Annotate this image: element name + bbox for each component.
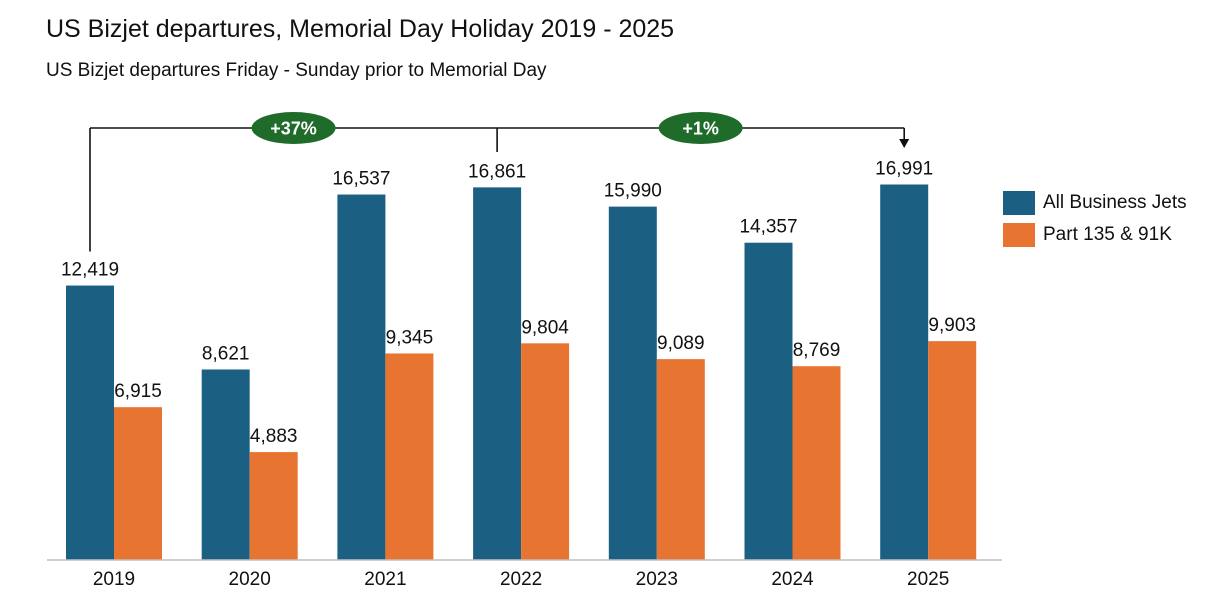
data-label: 14,357 bbox=[739, 217, 797, 238]
bar-all-business-jets-2019 bbox=[66, 285, 114, 560]
bar-part-135-91k-2024 bbox=[792, 366, 841, 560]
bar-all-business-jets-2020 bbox=[201, 369, 250, 560]
bar-all-business-jets-2025 bbox=[880, 184, 929, 560]
data-label: 8,621 bbox=[202, 343, 250, 364]
x-tick-label: 2025 bbox=[907, 569, 949, 590]
data-label: 9,345 bbox=[386, 327, 434, 348]
bar-all-business-jets-2023 bbox=[608, 206, 657, 560]
bar-part-135-91k-2020 bbox=[249, 452, 298, 560]
bar-part-135-91k-2019 bbox=[114, 407, 162, 560]
x-tick-label: 2020 bbox=[229, 569, 271, 590]
arrow-head-icon bbox=[899, 139, 910, 148]
bar-part-135-91k-2023 bbox=[656, 359, 705, 560]
bar-all-business-jets-2022 bbox=[473, 187, 522, 561]
legend-item-part-135-91k: Part 135 & 91K bbox=[1003, 222, 1187, 248]
data-label: 16,861 bbox=[468, 161, 526, 182]
data-label: 16,537 bbox=[332, 169, 390, 190]
bars-layer: 12,419 6,915 2019 8,621 4,883 2020 16,537 9,345… bbox=[61, 158, 977, 590]
legend-label: Part 135 & 91K bbox=[1043, 224, 1172, 245]
legend-item-all-business-jets: All Business Jets bbox=[1003, 190, 1187, 216]
legend-swatch-part-135-91k bbox=[1003, 223, 1035, 247]
annotations-layer: +37% +1% bbox=[89, 112, 910, 252]
bar-part-135-91k-2021 bbox=[385, 353, 434, 560]
data-label: 8,769 bbox=[793, 340, 841, 361]
chart-title: US Bizjet departures, Memorial Day Holid… bbox=[46, 15, 675, 43]
data-label: 6,915 bbox=[114, 381, 162, 402]
x-tick-label: 2024 bbox=[771, 569, 814, 590]
x-tick-label: 2022 bbox=[500, 569, 542, 590]
data-label: 15,990 bbox=[604, 181, 662, 202]
change-badge-2019-2022 bbox=[251, 112, 336, 144]
bar-part-135-91k-2022 bbox=[521, 343, 570, 560]
bar-part-135-91k-2025 bbox=[928, 341, 977, 560]
x-tick-label: 2023 bbox=[636, 569, 678, 590]
data-label: 9,903 bbox=[928, 315, 976, 336]
bar-all-business-jets-2024 bbox=[744, 242, 793, 560]
chart-subtitle: US Bizjet departures Friday - Sunday pri… bbox=[46, 60, 547, 81]
x-tick-label: 2021 bbox=[364, 569, 406, 590]
data-label: 12,419 bbox=[61, 260, 119, 281]
bar-all-business-jets-2021 bbox=[337, 194, 386, 561]
data-label: 9,089 bbox=[657, 333, 705, 354]
change-badge-label: +37% bbox=[270, 119, 317, 139]
data-label: 4,883 bbox=[250, 426, 298, 447]
data-label: 16,991 bbox=[875, 158, 933, 179]
change-badge-2022-2025 bbox=[658, 112, 743, 144]
change-badge-label: +1% bbox=[682, 119, 719, 139]
x-tick-label: 2019 bbox=[93, 569, 135, 590]
legend: All Business Jets Part 135 & 91K bbox=[1003, 190, 1187, 254]
legend-label: All Business Jets bbox=[1043, 192, 1187, 213]
data-label: 9,804 bbox=[521, 317, 569, 338]
legend-swatch-all-business-jets bbox=[1003, 191, 1035, 215]
